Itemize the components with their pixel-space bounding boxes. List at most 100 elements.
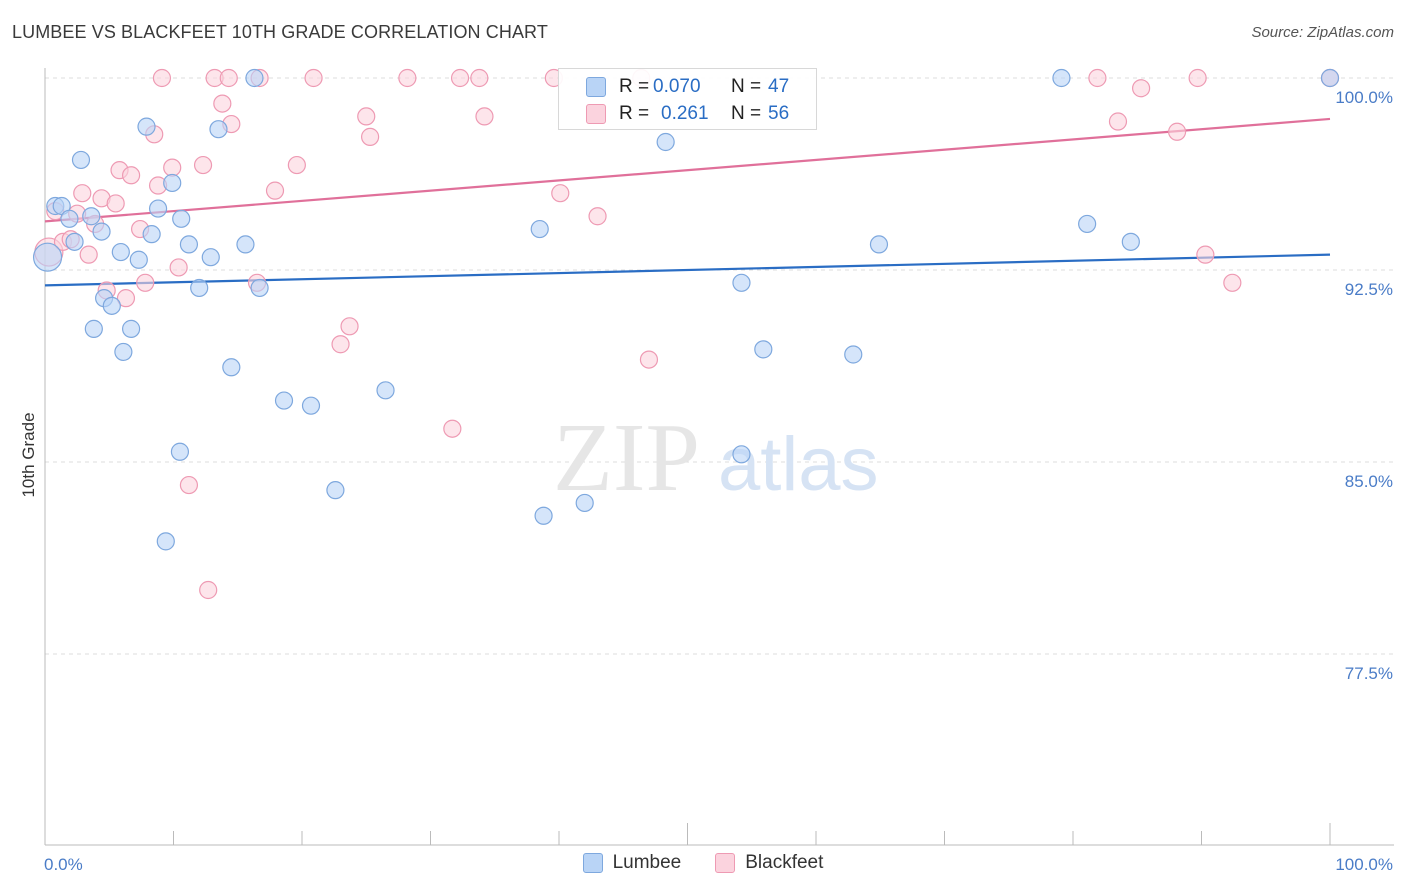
blackfeet-point-15 <box>136 273 155 292</box>
blackfeet-point-34 <box>340 317 359 336</box>
lumbee-point-43 <box>1052 68 1071 88</box>
blackfeet-point-41 <box>475 107 494 126</box>
lumbee-point-26 <box>222 358 241 377</box>
lumbee-point-32 <box>326 481 345 500</box>
lumbee-point-46 <box>1320 68 1340 88</box>
lumbee-point-11 <box>111 242 130 262</box>
y-tick-label-3: 77.5% <box>1345 664 1393 683</box>
blackfeet-point-43 <box>551 184 570 203</box>
blackfeet-point-21 <box>179 475 199 495</box>
blackfeet-point-52 <box>1196 245 1215 264</box>
lumbee-point-22 <box>179 235 199 254</box>
blackfeet-point-5 <box>73 184 92 203</box>
n-label: N = <box>731 103 762 124</box>
lumbee-point-38 <box>732 273 751 292</box>
lumbee-point-0 <box>32 242 63 272</box>
y-tick-labels: 100.0% 92.5% 85.0% 77.5% <box>1335 88 1393 683</box>
lumbee-point-13 <box>121 319 141 338</box>
blackfeet-point-33 <box>331 335 350 354</box>
blackfeet-point-44 <box>588 207 607 226</box>
lumbee-point-40 <box>754 340 773 359</box>
y-tick-label-1: 92.5% <box>1345 280 1393 299</box>
blackfeet-point-22 <box>193 155 213 175</box>
watermark-atlas: atlas <box>718 422 879 507</box>
blackfeet-point-32 <box>304 68 323 88</box>
blackfeet-point-48 <box>1108 112 1128 131</box>
blackfeet-point-51 <box>1188 68 1207 88</box>
blackfeet-point-10 <box>106 194 125 213</box>
blackfeet-point-19 <box>163 158 182 177</box>
lumbee-point-34 <box>530 219 549 239</box>
y-axis-label: 10th Grade <box>19 412 38 497</box>
blackfeet-point-37 <box>398 68 417 88</box>
blackfeet-point-49 <box>1132 79 1151 98</box>
lumbee-swatch <box>582 853 603 873</box>
blackfeet-point-39 <box>450 68 470 88</box>
blackfeet-point-38 <box>443 419 462 438</box>
lumbee-point-17 <box>148 199 168 218</box>
lumbee-point-44 <box>1078 214 1097 234</box>
lumbee-point-18 <box>156 532 175 551</box>
lumbee-point-37 <box>656 132 675 152</box>
legend-label-blackfeet: Blackfeet <box>745 852 824 873</box>
blackfeet-point-30 <box>265 181 285 200</box>
blackfeet-point-47 <box>1088 68 1107 88</box>
blackfeet-point-26 <box>219 68 238 88</box>
lumbee-point-29 <box>250 278 269 298</box>
lumbee-point-16 <box>142 225 161 244</box>
r-value: 0.070 <box>653 76 701 97</box>
lumbee-point-45 <box>1121 232 1140 251</box>
r-label: R = <box>619 103 650 124</box>
legend-item-blackfeet[interactable]: Blackfeet <box>715 852 823 874</box>
legend-item-lumbee[interactable]: Lumbee <box>582 852 682 874</box>
n-value: 56 <box>768 103 790 124</box>
lumbee-point-4 <box>65 232 84 251</box>
lumbee-point-3 <box>60 209 79 228</box>
y-tick-label-2: 85.0% <box>1345 472 1393 491</box>
blackfeet-point-13 <box>121 166 141 185</box>
x-tick-label-1: 100.0% <box>1335 855 1393 874</box>
x-tick-label-0: 0.0% <box>44 855 83 874</box>
lumbee-point-20 <box>170 442 190 461</box>
r-value: 0.261 <box>661 103 709 124</box>
lumbee-point-19 <box>163 173 182 193</box>
blackfeet-point-25 <box>213 94 232 113</box>
blackfeet-point-20 <box>169 258 188 277</box>
watermark: ZIP atlas <box>553 404 879 512</box>
lumbee-point-12 <box>114 342 133 362</box>
lumbee-point-25 <box>209 120 228 139</box>
blackfeet-point-6 <box>79 245 98 264</box>
y-tick-label-0: 100.0% <box>1335 88 1393 107</box>
lumbee-point-14 <box>129 250 148 269</box>
lumbee-point-10 <box>102 296 121 315</box>
lumbee-point-7 <box>84 319 103 338</box>
blackfeet-swatch <box>586 104 606 124</box>
lumbee-point-30 <box>274 391 294 410</box>
lumbee-point-8 <box>92 222 111 241</box>
blackfeet-point-50 <box>1167 122 1187 141</box>
blackfeet-point-31 <box>287 155 306 175</box>
lumbee-point-39 <box>732 445 751 464</box>
lumbee-point-27 <box>236 235 255 254</box>
x-tick-labels: 0.0% 100.0% <box>44 855 1393 874</box>
watermark-zip: ZIP <box>553 404 700 512</box>
r-label: R = <box>619 76 650 97</box>
blackfeet-point-23 <box>199 580 218 600</box>
lumbee-point-6 <box>82 207 101 226</box>
blackfeet-point-36 <box>361 127 380 146</box>
lumbee-point-31 <box>301 396 321 415</box>
n-label: N = <box>731 76 762 97</box>
grid-lines <box>45 77 1394 655</box>
lumbee-point-42 <box>869 235 889 254</box>
legend-label-lumbee: Lumbee <box>612 852 682 873</box>
blackfeet-swatch <box>715 853 736 873</box>
stats-box: R = 0.070 N = 47 R = 0.261 N = 56 <box>558 68 817 130</box>
axes <box>44 68 1394 846</box>
blackfeet-point-53 <box>1223 273 1242 292</box>
blackfeet-point-12 <box>116 289 136 308</box>
lumbee-point-5 <box>71 150 91 170</box>
lumbee-point-36 <box>575 493 594 513</box>
blackfeet-point-35 <box>357 107 376 126</box>
lumbee-point-24 <box>201 248 220 267</box>
data-points <box>32 68 1340 600</box>
